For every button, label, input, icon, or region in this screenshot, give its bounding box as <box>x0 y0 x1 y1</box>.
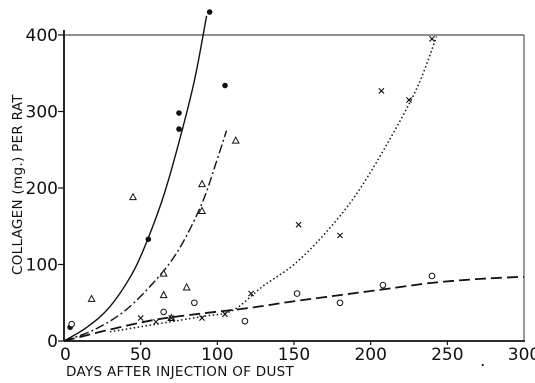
point-open-triangle <box>197 179 207 188</box>
point-filled-circle <box>176 110 182 116</box>
point-open-triangle <box>231 136 240 144</box>
point-filled-circle <box>145 236 152 243</box>
y-tick-label: 400 <box>26 26 58 46</box>
point-open-triangle <box>159 269 168 277</box>
point-cross <box>199 315 205 322</box>
point-cross <box>153 318 159 325</box>
x-tick-labels: 0 50 100 150 200 250 300 <box>60 341 535 365</box>
point-cross <box>222 311 228 318</box>
y-tick-label: 200 <box>26 179 58 199</box>
point-cross <box>429 35 435 42</box>
data-points <box>67 9 436 331</box>
y-tick-label: 100 <box>26 256 58 276</box>
point-cross <box>378 87 385 94</box>
curve-dotted <box>109 36 438 333</box>
point-open-circle <box>336 299 344 307</box>
point-open-circle <box>428 272 436 280</box>
point-open-circle <box>160 308 167 316</box>
point-open-circle <box>293 290 301 297</box>
point-open-triangle <box>159 290 168 299</box>
point-cross <box>406 97 412 104</box>
point-open-triangle <box>87 294 96 302</box>
x-tick-label: 0 <box>60 345 71 365</box>
x-tick-label: 100 <box>201 345 233 365</box>
point-open-circle <box>241 317 249 325</box>
point-filled-circle <box>222 82 228 89</box>
point-open-triangle <box>128 192 138 201</box>
x-tick-label: 50 <box>130 345 152 365</box>
point-cross <box>248 290 255 297</box>
point-cross <box>295 221 302 228</box>
point-cross <box>337 232 343 239</box>
point-open-circle <box>191 299 198 307</box>
x-tick-label: 300 <box>508 345 535 365</box>
x-tick-label: 250 <box>431 345 463 365</box>
x-tick-label: 200 <box>354 345 386 365</box>
point-open-circle <box>68 320 75 328</box>
y-tick-label: 300 <box>26 103 58 123</box>
point-cross <box>168 315 175 322</box>
point-open-triangle <box>197 206 207 214</box>
x-tick-label: 150 <box>278 345 310 365</box>
curve-dash-dot <box>63 130 228 342</box>
y-tick-labels: 0 100 200 300 400 <box>26 26 64 352</box>
point-open-circle <box>379 281 387 289</box>
curve-solid <box>63 15 208 342</box>
point-filled-circle <box>206 9 213 15</box>
y-axis-title: COLLAGEN (mg.) PER RAT <box>10 94 26 275</box>
y-tick-label: 0 <box>47 332 58 352</box>
x-axis-title: DAYS AFTER INJECTION OF DUST <box>66 364 295 380</box>
point-cross <box>137 315 144 322</box>
fit-curves <box>63 15 525 342</box>
curve-dashed <box>63 275 525 342</box>
point-open-triangle <box>182 282 191 291</box>
point-filled-circle <box>176 126 182 132</box>
annotation-dot: . <box>480 351 485 371</box>
